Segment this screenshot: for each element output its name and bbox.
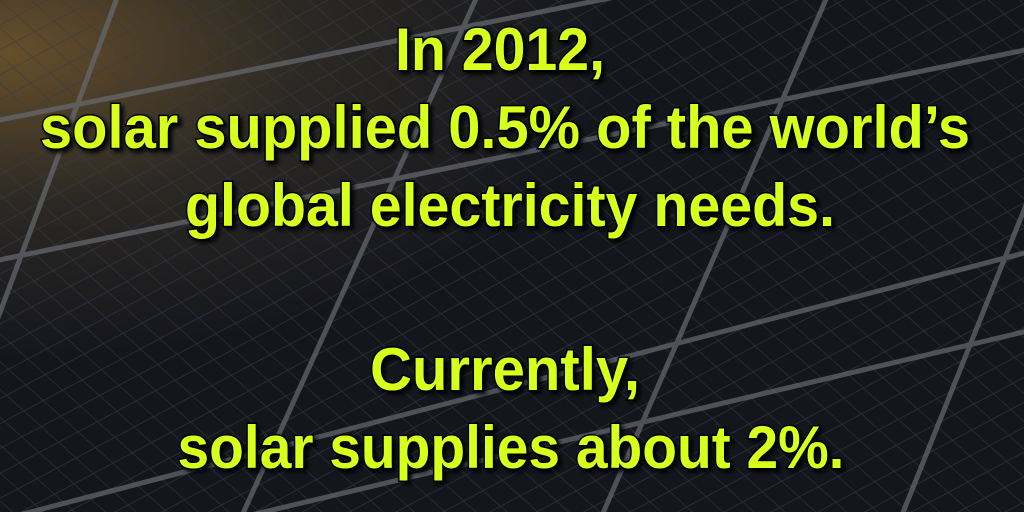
text-line: global electricity needs. xyxy=(185,172,835,239)
text-line: Currently, xyxy=(370,336,640,403)
text-line: In 2012, xyxy=(395,16,605,83)
text-line: solar supplies about 2%. xyxy=(178,414,845,481)
text-block: In 2012, solar supplied 0.5% of the worl… xyxy=(39,14,972,482)
text-line: solar supplied 0.5% of the world’s xyxy=(40,94,970,161)
